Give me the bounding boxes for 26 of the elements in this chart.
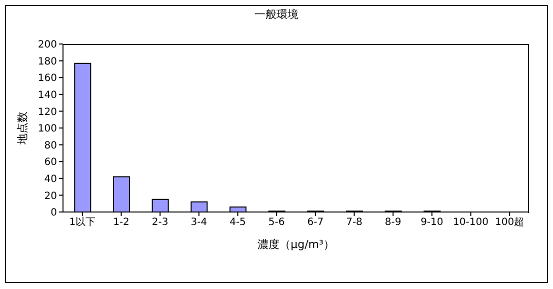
x-tick-label: 3-4 [190, 217, 208, 228]
x-tick-label: 8-9 [384, 217, 402, 228]
x-tick-label: 9-10 [420, 217, 444, 228]
x-tick-label: 7-8 [346, 217, 362, 228]
y-tick-label: 20 [44, 190, 57, 202]
y-tick-label: 120 [38, 106, 57, 118]
x-tick-label: 1以下 [69, 216, 96, 228]
y-tick-label: 0 [50, 208, 57, 219]
y-axis-title: 地点数 [16, 112, 29, 146]
x-tick-label: 10-100 [453, 217, 488, 228]
y-tick-label: 40 [44, 174, 57, 185]
y-tick-label: 160 [38, 73, 57, 84]
y-tick-label: 140 [38, 90, 57, 101]
y-tick-label: 180 [38, 56, 57, 68]
x-tick-label: 4-5 [230, 217, 246, 228]
y-tick-label: 100 [38, 124, 57, 135]
x-tick-label: 6-7 [307, 217, 324, 228]
y-tick-label: 60 [44, 157, 57, 168]
x-tick-label: 100超 [495, 216, 524, 228]
x-tick-label: 2-3 [152, 217, 168, 228]
chart-title: 一般環境 [254, 7, 300, 22]
y-tick-label: 200 [38, 40, 57, 51]
y-tick-label: 80 [44, 140, 57, 152]
x-tick-label: 5-6 [268, 217, 285, 228]
x-tick-label: 1-2 [113, 217, 130, 228]
x-axis-title: 濃度（μg/m³） [258, 238, 334, 251]
